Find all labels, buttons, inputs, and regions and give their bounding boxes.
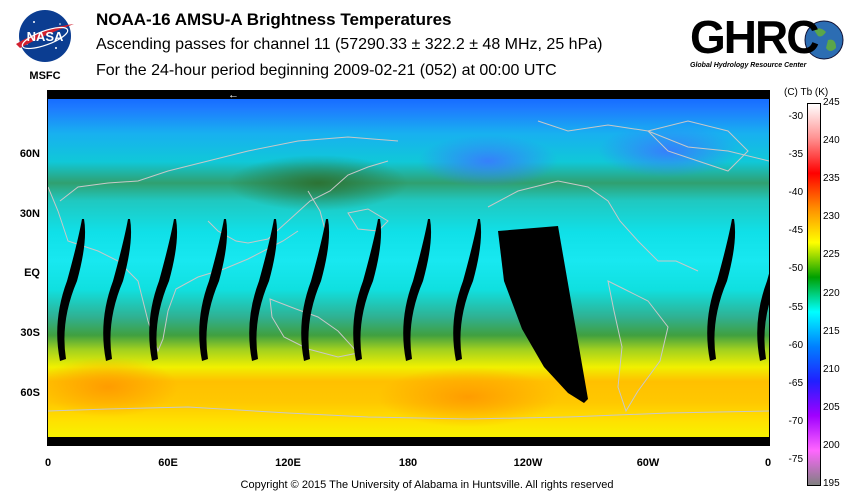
globe-icon [804, 20, 844, 60]
lon-label-120w: 120W [513, 457, 543, 469]
orbit-gap [707, 219, 736, 361]
orbit-gap [301, 219, 330, 361]
lat-label-60n: 60N [19, 148, 40, 160]
direction-arrow-icon: ← [228, 91, 239, 101]
kelvin-tick-label: 235 [823, 173, 840, 185]
lon-label-0: 0 [44, 457, 52, 469]
orbit-gap [199, 219, 228, 361]
lat-label-eq: EQ [24, 267, 40, 279]
celsius-tick-label: -30 [788, 111, 803, 123]
data-gap [498, 226, 588, 403]
lon-label-120e: 120E [275, 457, 301, 469]
kelvin-tick-label: 230 [823, 211, 840, 223]
orbit-gap [757, 273, 769, 361]
orbit-gap [453, 219, 482, 361]
lat-label-30s: 30S [20, 327, 40, 339]
lon-label-60w: 60W [636, 457, 660, 469]
lat-label-60s: 60S [20, 387, 40, 399]
celsius-tick-label: -50 [788, 263, 803, 275]
kelvin-tick-label: 245 [823, 97, 840, 108]
celsius-tick-label: -65 [788, 377, 803, 389]
kelvin-tick-label: 200 [823, 439, 840, 451]
kelvin-tick-label: 240 [823, 135, 840, 147]
ghrc-logo: GHRC Global Hydrology Resource Center [688, 10, 846, 76]
orbit-gap [103, 219, 132, 361]
lon-label-0-end: 0 [764, 457, 772, 469]
lon-label-180: 180 [398, 457, 418, 469]
celsius-tick-label: -75 [788, 453, 803, 465]
page-title: NOAA-16 AMSU-A Brightness Temperatures [96, 10, 452, 29]
celsius-tick-label: -60 [788, 339, 803, 351]
colorbar-header: (C) Tb (K) [784, 87, 829, 98]
map-frame [47, 90, 770, 446]
celsius-tick-label: -55 [788, 301, 803, 313]
nasa-logo: NASA MSFC [12, 8, 78, 84]
lon-label-60e: 60E [158, 457, 178, 469]
orbit-gap [249, 219, 278, 361]
orbit-gap [353, 219, 382, 361]
kelvin-tick-label: 220 [823, 287, 840, 299]
orbit-gap [403, 219, 432, 361]
orbit-gaps [57, 219, 769, 361]
coastlines [48, 120, 769, 420]
celsius-tick-label: -45 [788, 225, 803, 237]
ghrc-subtitle: Global Hydrology Resource Center [690, 62, 807, 69]
kelvin-tick-label: 215 [823, 325, 840, 337]
brightness-temperature-map: ← [48, 91, 769, 445]
svg-text:NASA: NASA [27, 29, 64, 44]
orbit-gap [57, 219, 86, 361]
lat-label-30n: 30N [19, 208, 40, 220]
kelvin-tick-label: 205 [823, 401, 840, 413]
celsius-tick-label: -40 [788, 187, 803, 199]
nasa-meatball-icon: NASA [16, 10, 74, 62]
copyright-footer: Copyright © 2015 The University of Alaba… [240, 479, 614, 491]
kelvin-tick-label: 225 [823, 249, 840, 261]
time-period: For the 24-hour period beginning 2009-02… [96, 62, 557, 79]
msfc-label: MSFC [29, 70, 61, 82]
celsius-tick-label: -70 [788, 415, 803, 427]
kelvin-tick-label: 195 [823, 478, 840, 489]
orbit-gap [149, 219, 178, 361]
kelvin-tick-label: 210 [823, 363, 840, 375]
page-subtitle: Ascending passes for channel 11 (57290.3… [96, 36, 603, 53]
colorbar [807, 103, 821, 486]
celsius-tick-label: -35 [788, 149, 803, 161]
ghrc-wordmark: GHRC [690, 11, 819, 63]
